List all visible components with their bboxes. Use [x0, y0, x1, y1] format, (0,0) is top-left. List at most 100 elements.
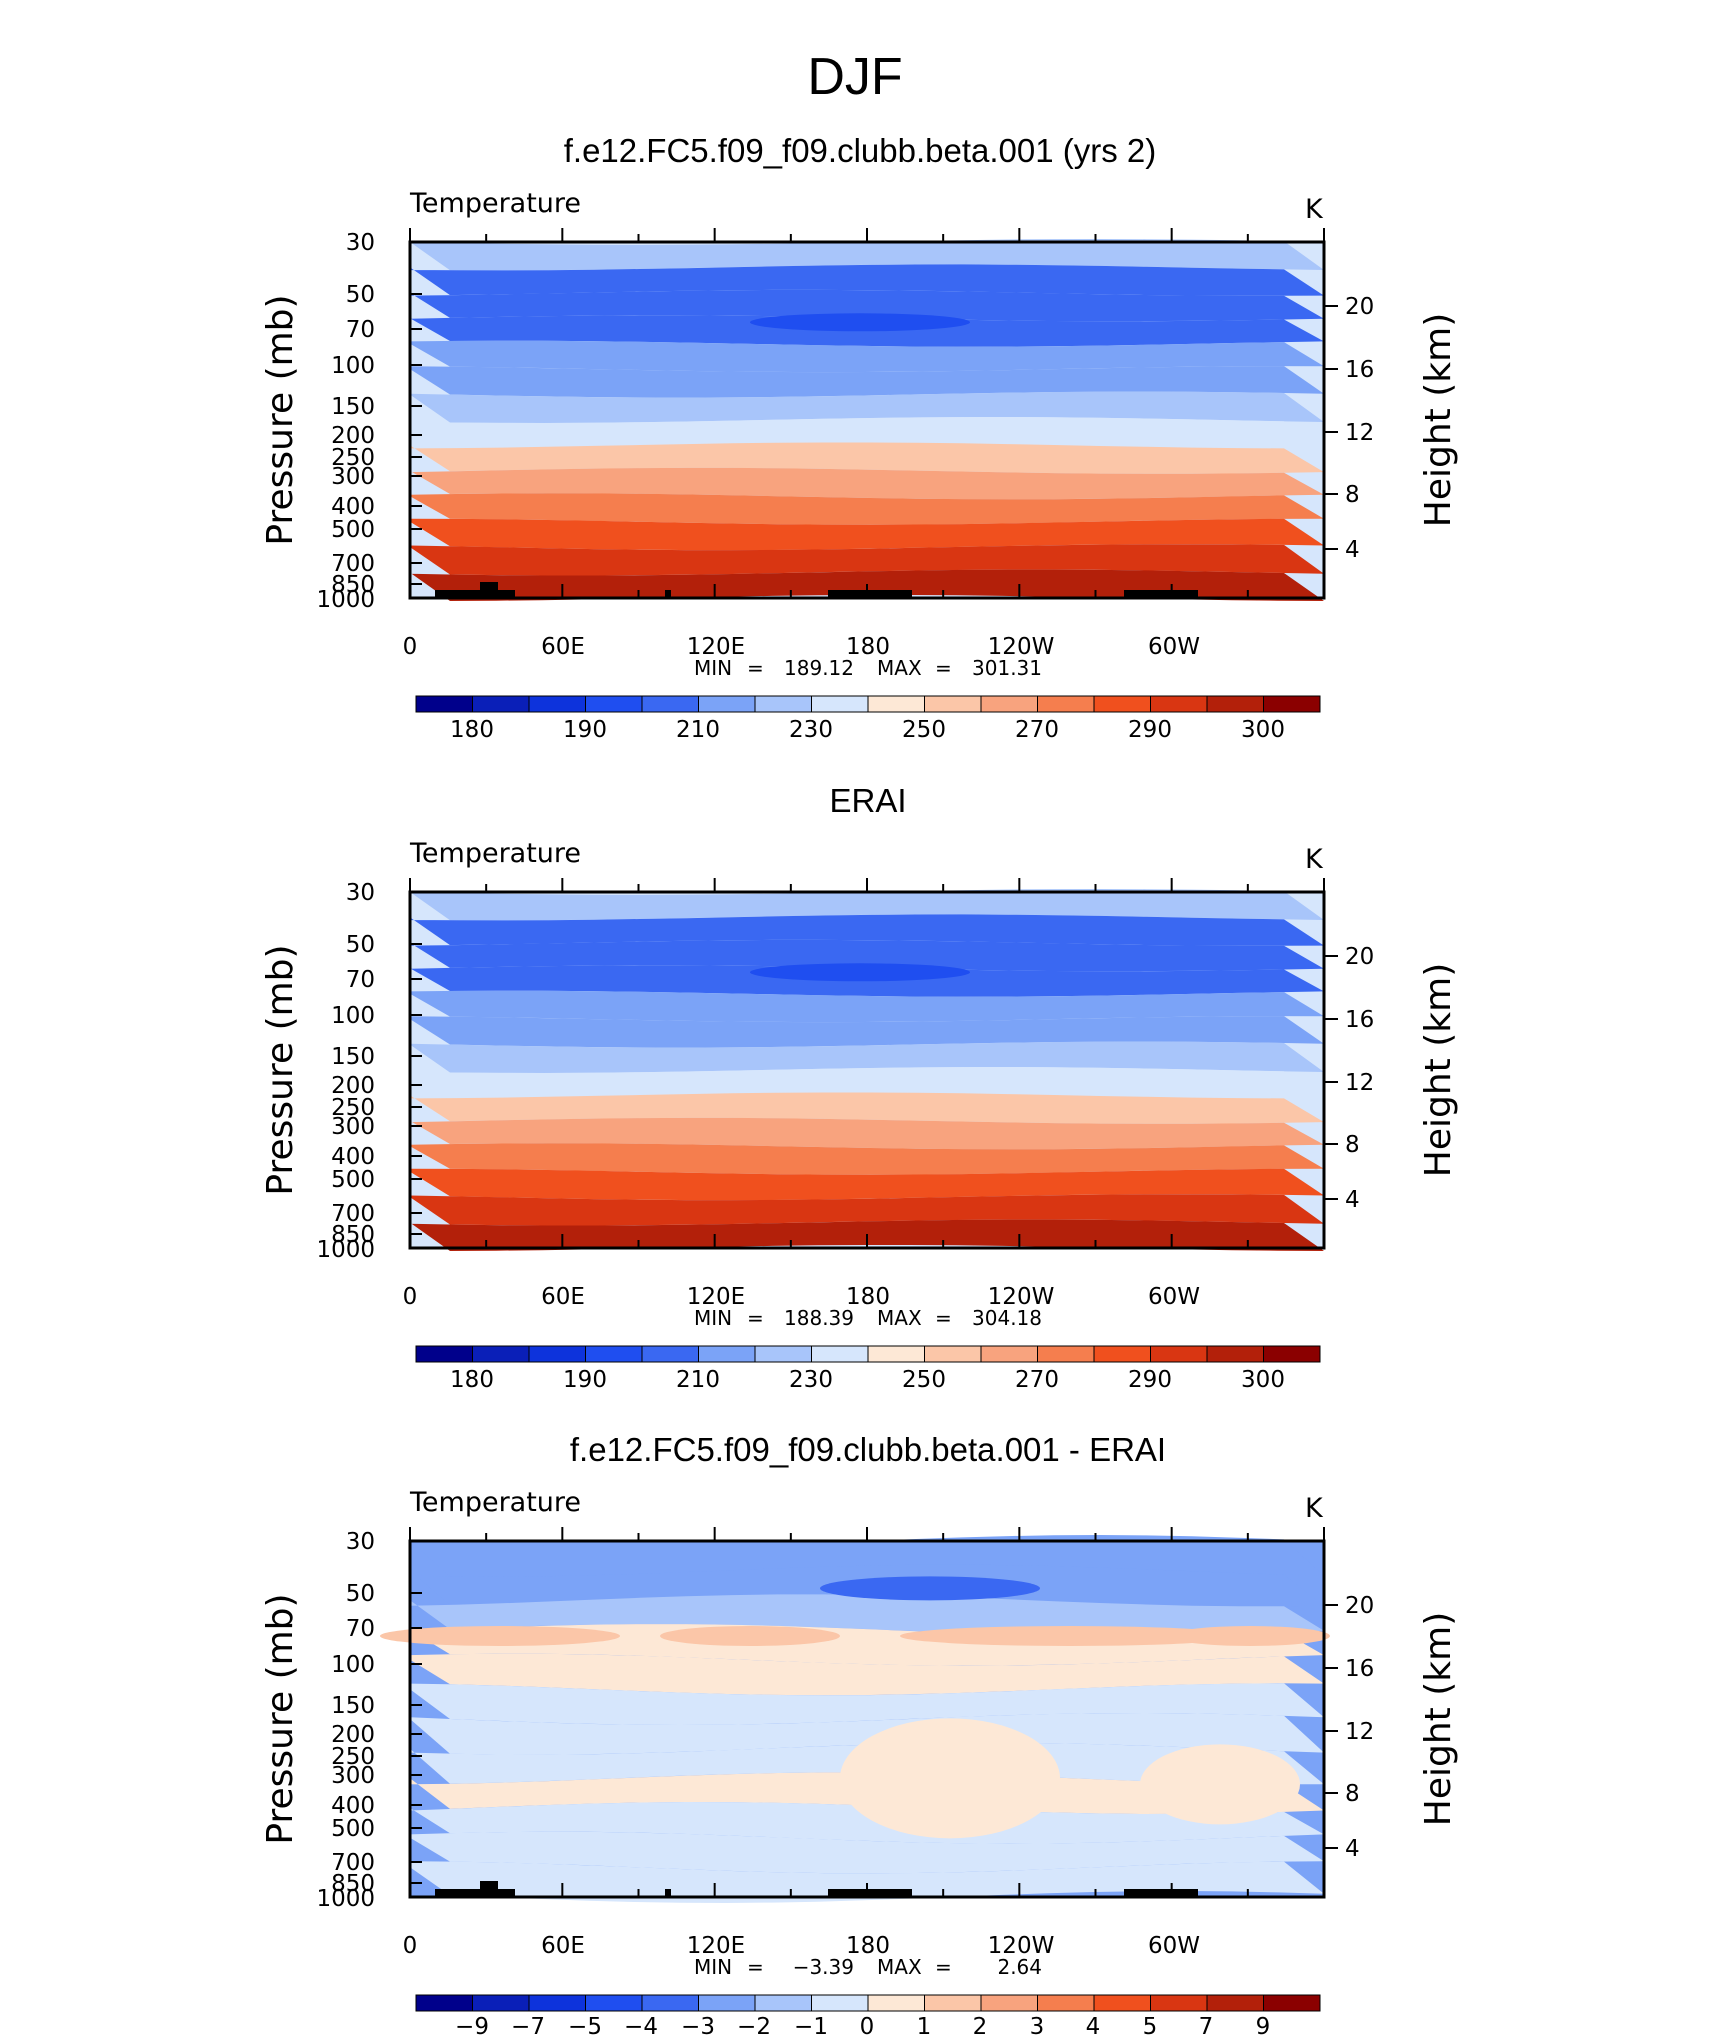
y-tick-label: 70: [346, 1616, 375, 1642]
topography-mask: [480, 1881, 498, 1897]
colorbar-box: [811, 1994, 869, 2012]
colorbar-box: [698, 695, 756, 713]
plot-area: [408, 228, 1338, 601]
y-tick-label: 1000: [316, 587, 375, 613]
y-tick-label: 30: [346, 230, 375, 256]
colorbar-label: 4: [1086, 2014, 1101, 2038]
min-label: MIN: [694, 1306, 732, 1330]
topography-mask: [1124, 590, 1198, 598]
y-tick-labels: 30 50 70 100 150 200 250 300 400 500 700…: [316, 230, 375, 613]
y-tick-label-right: 12: [1345, 1070, 1374, 1096]
y-tick-label-right: 16: [1345, 1007, 1374, 1033]
x-tick-label: 120E: [687, 634, 745, 660]
colorbar-label: 190: [563, 1367, 607, 1393]
y-tick-label-right: 12: [1345, 1719, 1374, 1745]
colorbar-box: [754, 1345, 812, 1363]
colorbar-box: [924, 1345, 982, 1363]
contour-band: [410, 1067, 1324, 1099]
colorbar-box: [754, 695, 812, 713]
colorbar-label: 3: [1030, 2014, 1045, 2038]
y-axis-title-right: Height (km): [1418, 963, 1459, 1177]
x-tick-label: 180: [846, 634, 890, 660]
colorbar-box: [980, 1345, 1038, 1363]
colorbar-box: [415, 695, 473, 713]
equals-sign: =: [935, 1955, 952, 1979]
max-label: MAX: [877, 656, 922, 680]
colorbar-box: [1263, 1994, 1321, 2012]
y-tick-label: 50: [346, 932, 375, 958]
y-tick-label: 250: [331, 1744, 375, 1770]
variable-label: Temperature: [409, 1487, 581, 1518]
contour-band: [410, 939, 1324, 972]
colorbar-box: [641, 1345, 699, 1363]
contour-band: [410, 518, 1324, 551]
x-tick-labels: 0 60E 120E 180 120W 60W: [403, 1933, 1200, 1959]
colorbar-box: [1037, 1345, 1095, 1363]
colorbar-box: [980, 1994, 1038, 2012]
warm-anomaly-contour: [660, 1626, 840, 1646]
y-tick-label-right: 4: [1345, 1836, 1360, 1862]
colorbar-label: −7: [511, 2014, 545, 2038]
colorbar-box: [641, 695, 699, 713]
y-tick-label: 70: [346, 967, 375, 993]
warm-anomaly-contour: [380, 1626, 620, 1646]
colorbar-box: [528, 695, 586, 713]
contour-band: [410, 264, 1324, 296]
y-tick-label: 50: [346, 1581, 375, 1607]
topography-mask: [828, 1889, 912, 1897]
colorbar-label: −5: [568, 2014, 602, 2038]
contour-band: [410, 289, 1324, 322]
colorbar-box: [924, 695, 982, 713]
colorbar-box: [1150, 1345, 1208, 1363]
y-tick-label-right: 20: [1345, 944, 1374, 970]
x-tick-label: 60E: [541, 1933, 585, 1959]
contour-band: [410, 1016, 1324, 1048]
contour-band: [410, 417, 1324, 449]
colorbar-labels: 180 190 210 230 250 270 290 300: [450, 717, 1285, 743]
y-tick-labels-right: 20 16 12 8 4: [1345, 944, 1374, 1213]
min-max-readout: MIN = −3.39 MAX = 2.64: [694, 1955, 1042, 1979]
x-tick-label: 180: [846, 1284, 890, 1310]
min-label: MIN: [694, 656, 732, 680]
colorbar-box: [1150, 695, 1208, 713]
topography-mask: [435, 590, 515, 598]
x-tick-label: 120W: [988, 634, 1055, 660]
y-tick-label-right: 12: [1345, 420, 1374, 446]
plot-area: [408, 878, 1338, 1251]
colorbar-label: −1: [794, 2014, 828, 2038]
y-tick-label: 400: [331, 1793, 375, 1819]
y-tick-label: 300: [331, 1114, 375, 1140]
colorbar-label: 0: [860, 2014, 875, 2038]
contour-band: [410, 1194, 1324, 1226]
colorbar-box: [1206, 695, 1264, 713]
x-tick-label: 120W: [988, 1284, 1055, 1310]
y-axis-title-right: Height (km): [1418, 1612, 1459, 1826]
colorbar-label: 9: [1256, 2014, 1271, 2038]
colorbar-label: 300: [1241, 717, 1285, 743]
max-label: MAX: [877, 1306, 922, 1330]
contour-band: [410, 340, 1324, 373]
min-max-readout: MIN = 189.12 MAX = 301.31: [694, 656, 1042, 680]
colorbar-box: [585, 1345, 643, 1363]
contour-band: [410, 889, 1324, 921]
colorbar-label: 7: [1199, 2014, 1214, 2038]
colorbar-label: −2: [737, 2014, 771, 2038]
colorbar-box: [754, 1994, 812, 2012]
variable-label: Temperature: [409, 188, 581, 219]
colorbar-box: [528, 1994, 586, 2012]
figure-title: DJF: [807, 48, 902, 106]
x-tick-label: 60W: [1148, 1933, 1200, 1959]
y-tick-label: 700: [331, 1850, 375, 1876]
y-tick-label: 250: [331, 1095, 375, 1121]
y-tick-label: 100: [331, 1652, 375, 1678]
colorbar-label: 210: [676, 1367, 720, 1393]
colorbar-box: [980, 695, 1038, 713]
colorbar-box: [1093, 1994, 1151, 2012]
difference-panel: f.e12.FC5.f09_f09.clubb.beta.001 - ERAI …: [260, 1431, 1459, 2038]
max-label: MAX: [877, 1955, 922, 1979]
reference-panel: ERAI Temperature K Pressure (mb) Height …: [260, 782, 1459, 1393]
y-tick-label: 700: [331, 551, 375, 577]
contour-band: [410, 1624, 1324, 1666]
y-tick-label: 500: [331, 1167, 375, 1193]
y-tick-label: 150: [331, 1693, 375, 1719]
